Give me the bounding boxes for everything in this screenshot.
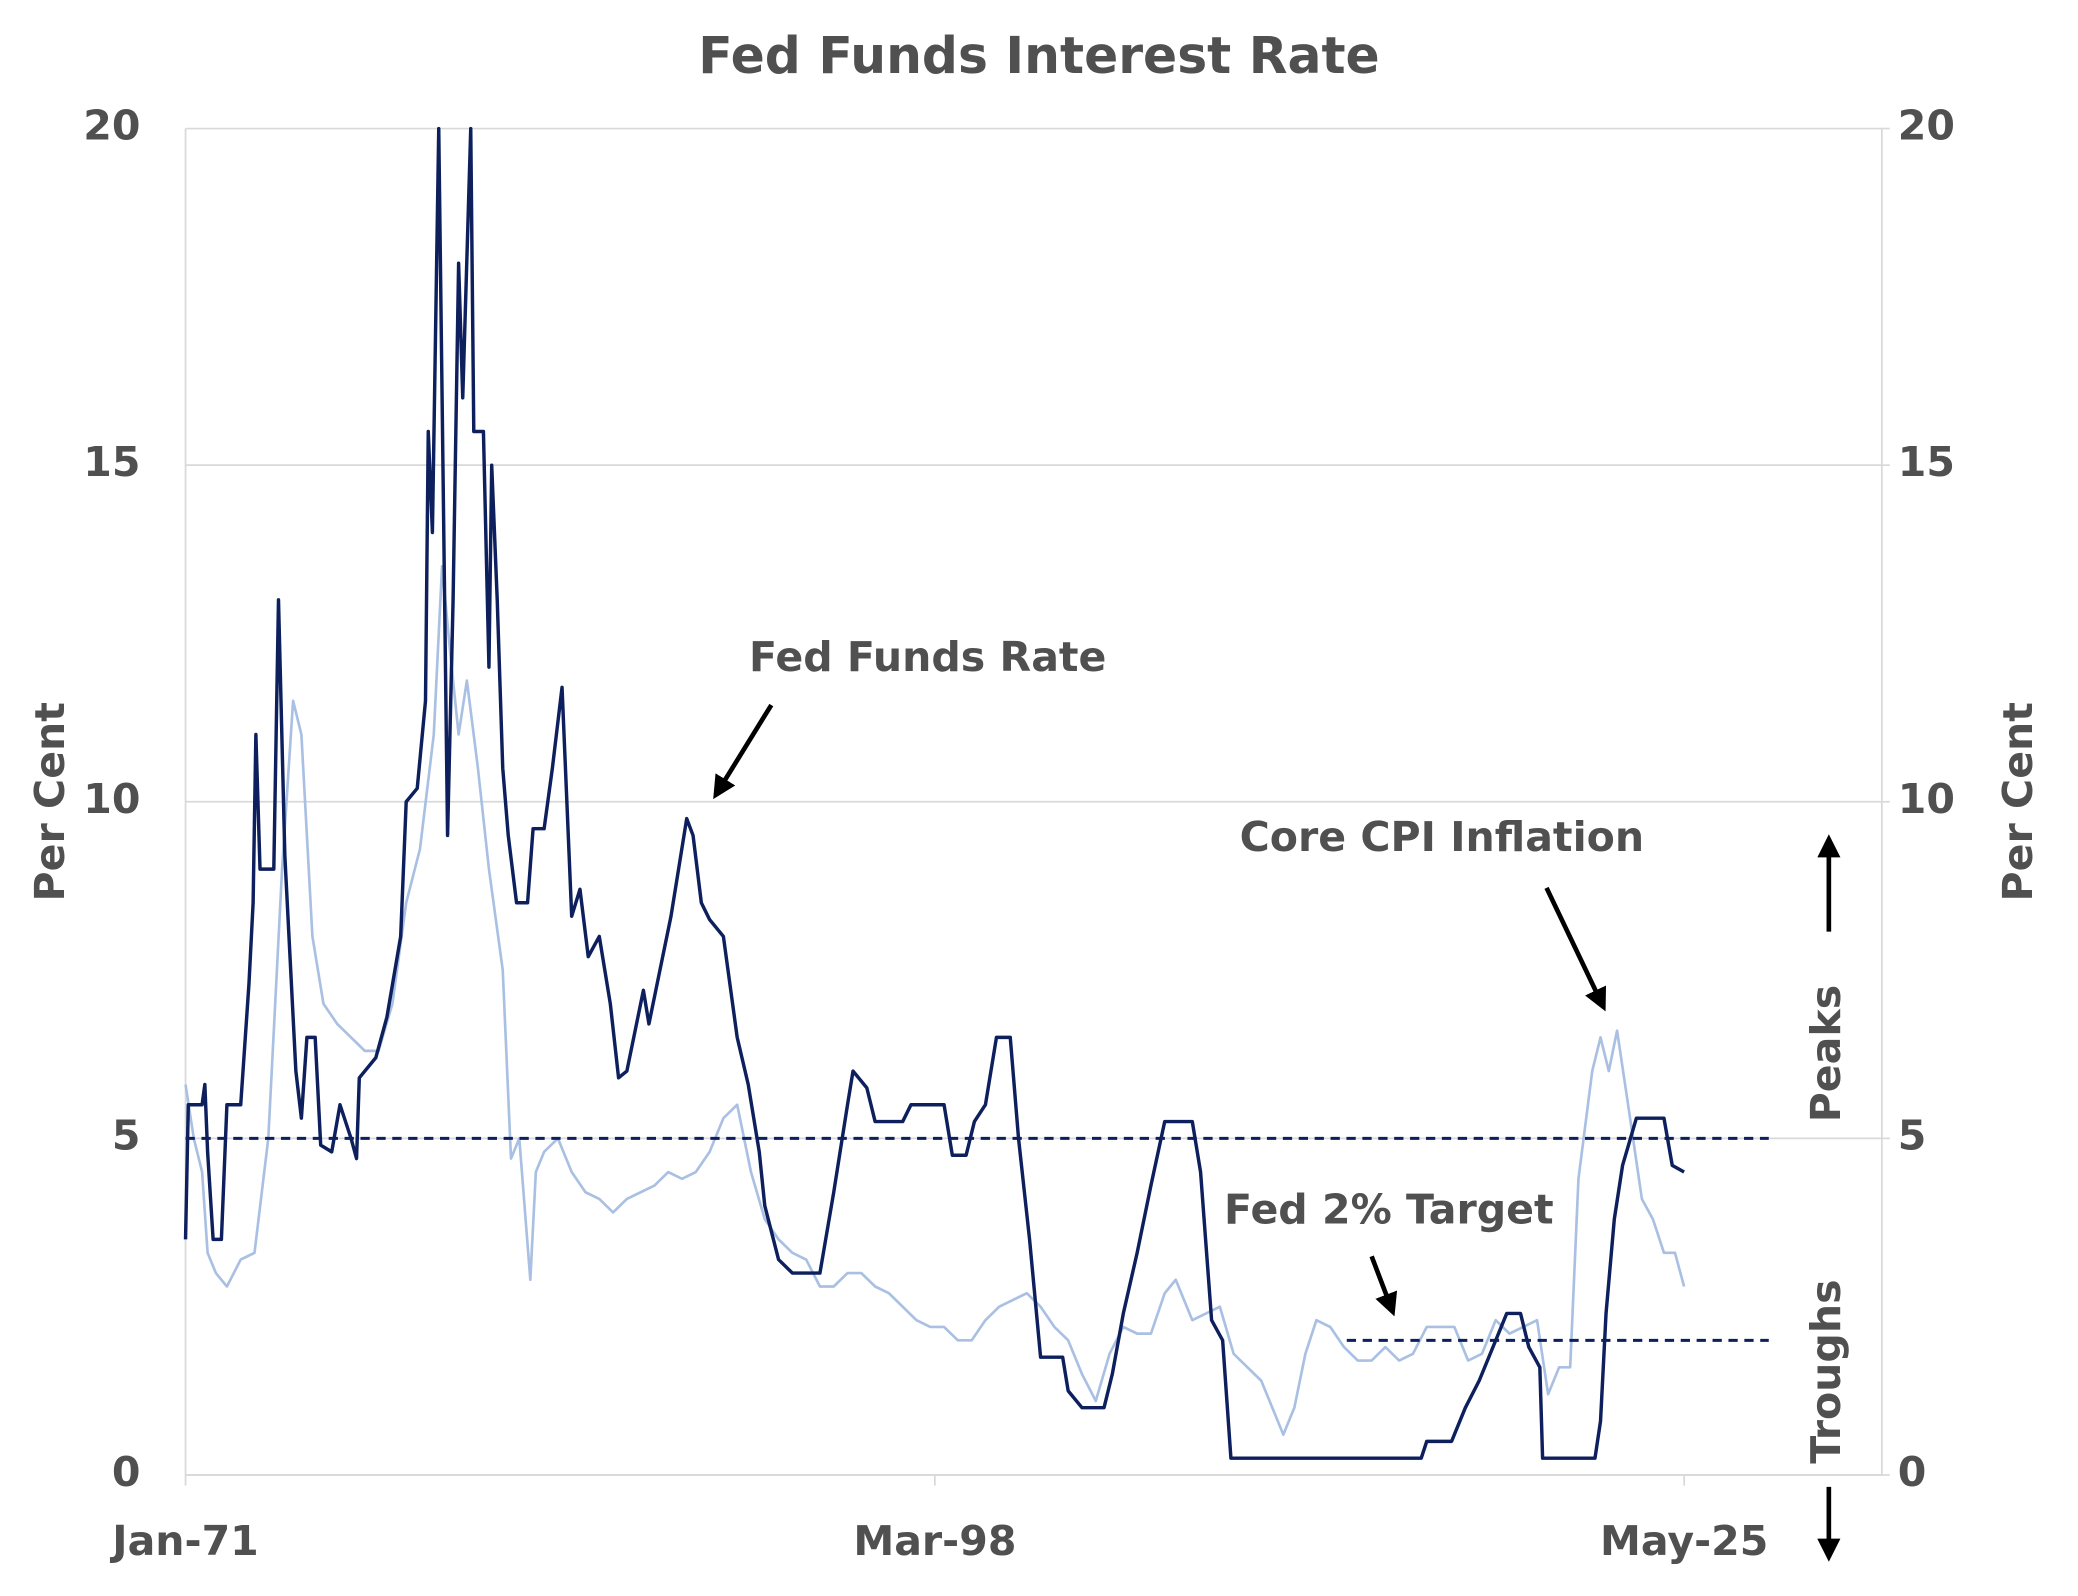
x-tick-label: Mar-98: [853, 1517, 1016, 1565]
line-series: [183, 126, 1685, 1460]
annotation: Fed 2% Target: [1224, 1186, 1554, 1234]
y2-tick-label: 0: [1898, 1448, 1927, 1496]
y2-tick-label: 20: [1898, 102, 1955, 150]
annotation: Core CPI Inflation: [1240, 813, 1645, 861]
y2-axis-label: Per Cent: [1994, 702, 2042, 901]
y2-tick-label: 5: [1898, 1111, 1927, 1159]
y-axis-label: Per Cent: [26, 702, 74, 901]
x-tick-label: Jan-71: [109, 1517, 258, 1565]
arrow: [1369, 1255, 1398, 1317]
y2-tick-label: 15: [1898, 438, 1955, 486]
y-tick-label: 15: [83, 438, 140, 486]
annotation: Peaks: [1802, 985, 1850, 1122]
annotation: Troughs: [1802, 1279, 1850, 1463]
x-tick-label: May-25: [1600, 1517, 1768, 1565]
arrow: [713, 703, 774, 800]
y-tick-label: 10: [83, 775, 140, 823]
y2-tick-label: 10: [1898, 775, 1955, 823]
y-tick-label: 0: [112, 1448, 141, 1496]
chart-title: Fed Funds Interest Rate: [698, 26, 1379, 85]
annotation: Fed Funds Rate: [749, 633, 1106, 681]
y-tick-label: 20: [83, 102, 140, 150]
y-tick-label: 5: [112, 1111, 141, 1159]
arrow: [1544, 886, 1607, 1012]
line-series: [184, 564, 1686, 1436]
